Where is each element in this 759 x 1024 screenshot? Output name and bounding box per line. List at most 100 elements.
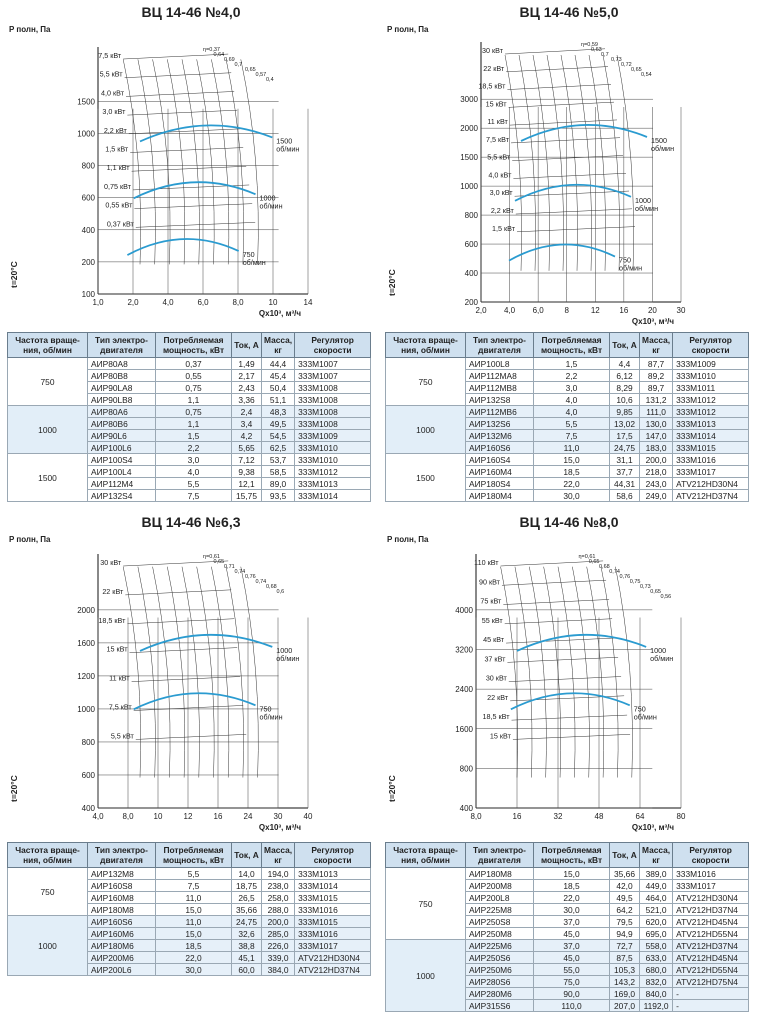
- table-row: АИР112М4 5,5 12,1 89,0 333М1013: [8, 477, 372, 490]
- power-cell: 37,0: [533, 915, 610, 928]
- speed-curve: [133, 181, 256, 200]
- column-header: Масса, кг: [260, 842, 296, 868]
- motor-type-cell: АИР90L6: [87, 429, 156, 442]
- motor-type-cell: АИР160S6: [465, 441, 534, 454]
- motor-table: Частота враще-ния, об/мин Тип электро-дви…: [385, 332, 750, 502]
- regulator-cell: ATV212HD45N4: [672, 951, 750, 964]
- speed-cell: 1000: [7, 915, 88, 976]
- characteristic-curve: [196, 59, 215, 265]
- power-cell: 7,5: [155, 879, 232, 892]
- current-cell: 31,1: [609, 453, 640, 466]
- motor-type-cell: АИР250М6: [465, 963, 534, 976]
- efficiency-label: 0,65: [631, 67, 642, 73]
- mass-cell: 111,0: [638, 405, 674, 418]
- table-row: 1000 АИР160S6 11,0 24,75 200,0 333М1015: [7, 915, 372, 976]
- performance-chart: 400 800 1600 2400 3200 4000 8,0 16 32 48 64 80 P пол…: [387, 535, 686, 832]
- regulator-cell: ATV212HD37N4: [672, 903, 750, 916]
- efficiency-label: 0,72: [621, 62, 632, 68]
- power-cell: 11,0: [155, 891, 232, 904]
- efficiency-label: 0,74: [256, 579, 267, 585]
- efficiency-label: 0,57: [256, 72, 267, 78]
- motor-table: Частота враще-ния, об/мин Тип электро-дви…: [385, 842, 750, 1012]
- section-title: ВЦ 14-46 №4,0: [141, 4, 241, 20]
- speed-label: 1000: [276, 646, 292, 655]
- y-tick-label: 200: [82, 258, 96, 267]
- current-cell: 35,66: [231, 903, 262, 916]
- current-cell: 35,66: [609, 867, 640, 880]
- efficiency-label: η=0,59: [581, 42, 598, 48]
- efficiency-label: 0,74: [609, 569, 620, 575]
- column-header: Частота враще-ния, об/мин: [7, 842, 88, 868]
- table-row: АИР250S6 45,0 87,5 633,0 ATV212HD45N4: [386, 951, 750, 964]
- power-label: 4,0 кВт: [488, 170, 512, 179]
- temperature-label: t=20°C: [9, 775, 19, 802]
- x-tick-label: 14: [304, 298, 313, 307]
- motor-type-cell: АИР132S6: [465, 417, 534, 430]
- current-cell: 9,85: [609, 405, 640, 418]
- mass-cell: 48,3: [260, 405, 296, 418]
- motor-type-cell: АИР112МВ8: [465, 381, 534, 394]
- regulator-cell: 333М1016: [672, 867, 750, 880]
- power-label: 15 кВт: [490, 731, 512, 740]
- power-line: [501, 579, 607, 586]
- regulator-cell: 333М1010: [294, 441, 372, 454]
- power-label: 18,5 кВт: [483, 712, 511, 721]
- column-header: Регулятор скорости: [672, 332, 750, 358]
- motor-type-cell: АИР132М6: [465, 429, 534, 442]
- speed-label: 750: [260, 704, 272, 713]
- current-cell: 24,75: [609, 441, 640, 454]
- efficiency-label: 0,54: [641, 72, 652, 78]
- regulator-cell: ATV212HD30N4: [294, 951, 372, 964]
- efficiency-label: 0,65: [214, 559, 225, 565]
- mass-cell: 194,0: [260, 867, 296, 880]
- regulator-cell: 333М1012: [672, 393, 750, 406]
- current-cell: 94,9: [609, 927, 640, 940]
- x-tick-label: 12: [591, 306, 600, 315]
- speed-curve: [126, 238, 240, 256]
- power-line: [123, 53, 229, 60]
- speed-unit-label: об/мин: [276, 654, 299, 663]
- motor-type-cell: АИР225М8: [465, 903, 534, 916]
- x-tick-label: 80: [677, 812, 686, 821]
- regulator-cell: ATV212HD37N4: [672, 489, 750, 502]
- power-line: [134, 203, 253, 209]
- motor-type-cell: АИР112МА8: [465, 369, 534, 382]
- y-tick-label: 800: [82, 162, 96, 171]
- power-cell: 11,0: [155, 915, 232, 928]
- regulator-cell: 333М1017: [672, 465, 750, 478]
- efficiency-label: 0,76: [620, 574, 631, 580]
- y-tick-label: 1200: [77, 672, 95, 681]
- current-cell: 12,1: [231, 477, 262, 490]
- x-tick-label: 24: [244, 812, 253, 821]
- current-cell: 143,2: [609, 975, 640, 988]
- mass-cell: 89,2: [638, 369, 674, 382]
- current-cell: 18,75: [231, 879, 262, 892]
- characteristic-curve: [588, 54, 606, 271]
- power-label: 1,5 кВт: [492, 224, 516, 233]
- motor-type-cell: АИР200L6: [87, 963, 156, 976]
- current-cell: 105,3: [609, 963, 640, 976]
- power-line: [512, 734, 631, 740]
- y-tick-label: 400: [82, 226, 96, 235]
- power-label: 22 кВт: [102, 587, 124, 596]
- power-cell: 75,0: [533, 975, 610, 988]
- speed-cell: 750: [7, 867, 88, 916]
- x-tick-label: 10: [269, 298, 278, 307]
- current-cell: 1,49: [231, 357, 262, 370]
- motor-type-cell: АИР80В8: [87, 369, 156, 382]
- mass-cell: 1192,0: [638, 999, 674, 1012]
- table-row: АИР180М4 30,0 58,6 249,0 ATV212HD37N4: [386, 489, 750, 502]
- x-axis-label: Qx10³, м³/ч: [259, 309, 301, 318]
- power-line: [128, 128, 241, 135]
- x-tick-label: 8,0: [232, 298, 244, 307]
- power-label: 1,5 кВт: [105, 145, 129, 154]
- regulator-cell: ATV212HD55N4: [672, 927, 750, 940]
- mass-cell: 226,0: [260, 939, 296, 952]
- table-row: АИР160М6 15,0 32,6 285,0 333М1016: [8, 927, 372, 940]
- mass-cell: 50,4: [260, 381, 296, 394]
- y-tick-label: 200: [465, 298, 479, 307]
- y-tick-label: 1500: [460, 153, 478, 162]
- characteristic-curve: [543, 566, 561, 778]
- power-line: [504, 48, 606, 55]
- motor-table: Частота враще-ния, об/мин Тип электро-дви…: [7, 332, 372, 502]
